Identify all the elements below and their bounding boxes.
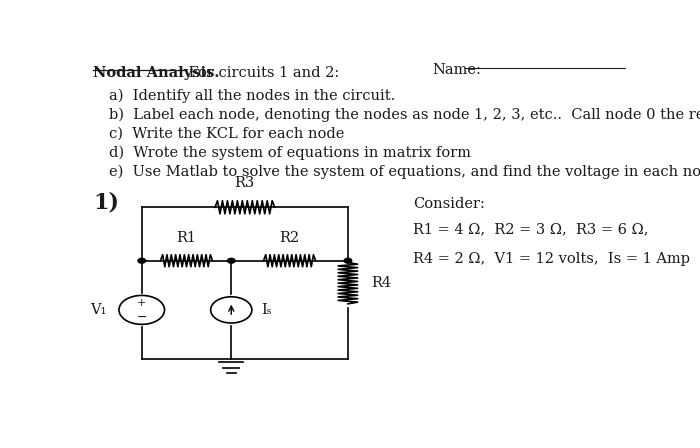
Text: R1: R1 bbox=[176, 231, 197, 245]
Text: R4: R4 bbox=[371, 276, 391, 290]
Text: e)  Use Matlab to solve the system of equations, and find the voltage in each no: e) Use Matlab to solve the system of equ… bbox=[109, 165, 700, 179]
Text: For circuits 1 and 2:: For circuits 1 and 2: bbox=[184, 66, 340, 80]
Text: R1 = 4 Ω,  R2 = 3 Ω,  R3 = 6 Ω,: R1 = 4 Ω, R2 = 3 Ω, R3 = 6 Ω, bbox=[413, 223, 648, 237]
Text: a)  Identify all the nodes in the circuit.: a) Identify all the nodes in the circuit… bbox=[109, 88, 395, 103]
Text: −: − bbox=[136, 311, 147, 324]
Text: Nodal Analysis.: Nodal Analysis. bbox=[93, 66, 219, 80]
Text: +: + bbox=[137, 297, 146, 308]
Text: b)  Label each node, denoting the nodes as node 1, 2, 3, etc..  Call node 0 the : b) Label each node, denoting the nodes a… bbox=[109, 107, 700, 121]
Text: 1): 1) bbox=[93, 192, 119, 214]
Text: Consider:: Consider: bbox=[413, 197, 485, 211]
Text: R2: R2 bbox=[279, 231, 300, 245]
Text: Name:: Name: bbox=[432, 64, 481, 78]
Text: c)  Write the KCL for each node: c) Write the KCL for each node bbox=[109, 126, 344, 140]
Text: V₁: V₁ bbox=[90, 303, 107, 317]
Text: R3: R3 bbox=[234, 177, 255, 190]
Text: R4 = 2 Ω,  V1 = 12 volts,  Is = 1 Amp: R4 = 2 Ω, V1 = 12 volts, Is = 1 Amp bbox=[413, 252, 690, 266]
Circle shape bbox=[138, 258, 146, 263]
Circle shape bbox=[344, 258, 351, 263]
Text: d)  Wrote the system of equations in matrix form: d) Wrote the system of equations in matr… bbox=[109, 145, 471, 159]
Text: Iₛ: Iₛ bbox=[262, 303, 272, 317]
Circle shape bbox=[228, 258, 235, 263]
